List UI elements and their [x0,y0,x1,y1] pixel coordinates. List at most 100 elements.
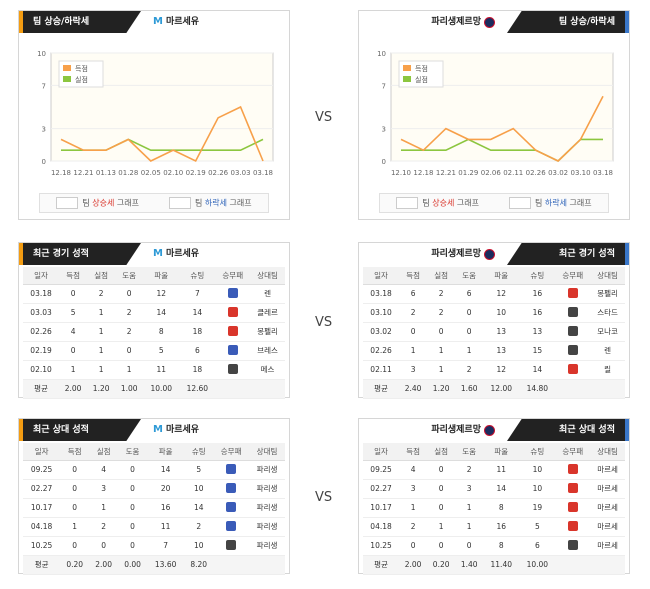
x-tick-label: 12.21 [73,169,93,177]
right-trend-tab: 팀 상승/하락세 [507,11,629,33]
column-header: 승무패 [555,267,591,285]
marseille-logo-icon: M [153,424,163,435]
table-row: 03.02 0 0 0 13 13 모나코 [363,322,625,342]
legend-label: 실점 [415,75,428,84]
column-header: 일자 [23,443,61,461]
table-cell: 1 [399,341,428,361]
draw-result-icon [567,539,578,550]
table-cell: 6 [399,284,428,304]
left-trend-svg: 0 3 7 10 12.18 12.21 01.13 01.28 02.05 02.10 02.19… [37,50,274,177]
table-cell: 2 [184,517,214,537]
table-cell: 1 [60,517,90,537]
series-line [400,95,604,162]
column-header: 상대팀 [590,443,625,461]
table-cell: 02.19 [23,341,60,361]
column-header: 일자 [363,443,400,461]
loss-result-icon [567,520,578,531]
down-graph-icon [509,197,531,209]
table-cell: 02.26 [363,341,400,361]
right-team-name: 파리생제르망 [431,419,495,441]
psg-logo-icon [484,248,495,260]
result-cell [555,360,591,380]
column-header: 슈팅 [519,443,556,461]
table-cell: 7 [179,284,216,304]
table-cell: 02.26 [23,322,60,342]
loss-result-icon [567,287,578,298]
table-cell: 5 [184,460,214,480]
win-result-icon [226,482,237,493]
average-cell [215,379,251,399]
table-header-row: 일자 득점 실점 도움 파울 슈팅 승무패 상대팀 [363,267,625,285]
average-cell: 14.80 [519,379,556,399]
table-cell: 12 [143,284,180,304]
table-row: 02.27 0 3 0 20 10 파리생 [23,479,285,499]
right-trend-svg: 0 3 7 10 12.10 12.18 12.21 01.29 02.06 02.11 02.26… [377,50,614,177]
table-cell: 04.18 [23,517,61,537]
left-h2h-tab: 최근 상대 성적 [19,419,141,441]
series-line [60,105,264,163]
table-cell: 0 [399,322,428,342]
average-cell: 2.00 [59,379,88,399]
column-header: 승무패 [213,443,250,461]
table-cell: 2 [115,322,144,342]
result-cell [213,460,250,480]
result-cell [555,517,591,537]
table-cell: 0 [427,498,456,518]
table-cell: 14 [179,303,216,323]
average-cell: 12.00 [483,379,520,399]
table-cell: 4 [399,460,428,480]
column-header: 실점 [427,267,456,285]
x-tick-label: 02.06 [481,169,502,177]
average-cell [590,379,625,399]
legend-swatch [403,65,411,71]
x-tick-label: 12.21 [436,169,456,177]
column-header: 파울 [483,267,520,285]
table-cell: 11 [143,360,180,380]
table-cell: 1 [455,341,484,361]
average-cell: 평균 [23,555,61,575]
win-result-icon [226,501,237,512]
loss-result-icon [227,306,238,317]
result-cell [213,498,250,518]
table-cell: 파리생 [249,536,285,556]
table-row: 02.26 1 1 1 13 15 렌 [363,341,625,361]
table-row: 09.25 4 0 2 11 10 마르세 [363,460,625,480]
table-cell: 16 [519,303,556,323]
result-cell [213,517,250,537]
average-cell: 2.00 [89,555,119,575]
table-cell: 마르세 [590,517,625,537]
table-cell: 10 [519,460,556,480]
psg-logo-icon [484,424,495,436]
right-trend-header: 팀 상승/하락세 파리생제르망 [359,11,629,33]
table-cell: 6 [455,284,484,304]
table-cell: 3 [399,479,428,499]
table-cell: 03.18 [363,284,400,304]
table-cell: 마르세 [590,460,625,480]
win-result-icon [227,287,238,298]
table-cell: 마르세 [590,536,625,556]
y-tick-label: 3 [382,126,386,134]
column-header: 도움 [455,267,484,285]
table-cell: 02.11 [363,360,400,380]
average-row: 평균 2.00 1.20 1.00 10.00 12.60 [23,379,285,399]
legend-label: 득점 [75,65,88,73]
average-row: 평균 2.00 0.20 1.40 11.40 10.00 [363,555,625,575]
table-cell: 1 [455,498,484,518]
draw-result-icon [567,325,578,336]
table-cell: 09.25 [23,460,61,480]
table-row: 03.18 0 2 0 12 7 렌 [23,284,285,304]
table-cell: 02.27 [363,479,400,499]
table-cell: 11 [147,517,185,537]
legend-label: 득점 [415,65,428,73]
column-header: 승무패 [215,267,251,285]
result-cell [555,498,591,518]
table-cell: 13 [519,322,556,342]
table-cell: 0 [455,536,484,556]
table-cell: 09.25 [363,460,400,480]
right-h2h-panel: 최근 상대 성적 파리생제르망 일자 득점 실점 도움 파울 슈팅 승무패 상대팀 09.25 4… [358,418,630,575]
table-cell: 6 [519,536,556,556]
table-row: 02.11 3 1 2 12 14 릴 [363,360,625,380]
table-cell: 10.25 [363,536,400,556]
x-tick-label: 03.03 [231,169,251,177]
table-cell: 0 [427,536,456,556]
